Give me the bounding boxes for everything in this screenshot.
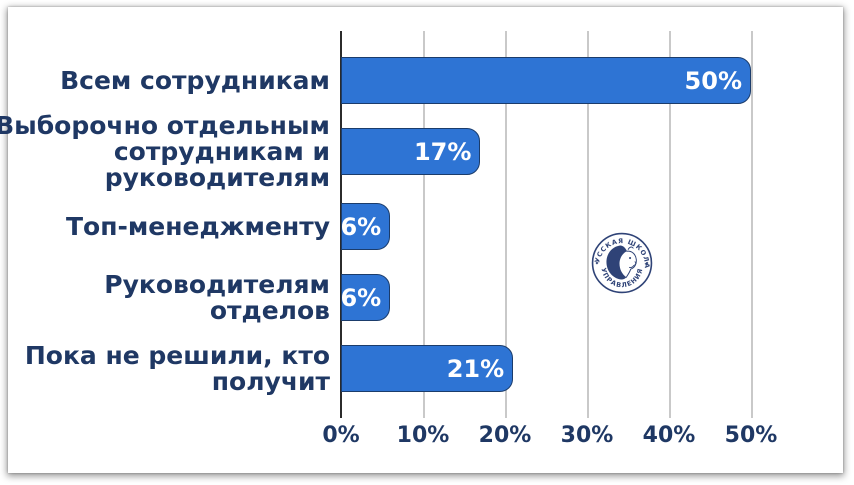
x-tick-label: 0% — [322, 423, 360, 448]
category-label-line: Выборочно отдельным — [0, 110, 330, 140]
category-label: Руководителям отделов — [104, 269, 330, 325]
chart-card: Всем сотрудникам 50% Выборочно отдельным со… — [0, 7, 843, 473]
gridline — [751, 31, 753, 418]
category-label-line: сотрудникам и — [113, 136, 330, 166]
x-tick-label: 40% — [642, 423, 696, 448]
bar: 21% — [341, 345, 514, 392]
bar-value-label: 21% — [446, 354, 505, 383]
category-label: Топ-менеджменту — [65, 211, 330, 241]
category-label-line: получит — [211, 366, 330, 396]
gridline — [423, 31, 425, 418]
category-label-line: Руководителям — [104, 269, 330, 299]
x-tick-label: 10% — [396, 423, 450, 448]
seal-outer-ring — [591, 232, 653, 294]
gridline — [669, 31, 671, 418]
x-tick-label: 30% — [560, 423, 614, 448]
gridline — [505, 31, 507, 418]
category-label: Выборочно отдельным сотрудникам и руководи… — [0, 110, 330, 192]
bar: 50% — [341, 57, 751, 104]
category-label-line: Топ-менеджменту — [65, 211, 330, 241]
bar: 6% — [340, 274, 391, 321]
x-tick-label: 50% — [724, 423, 778, 448]
category-label: Пока не решили, кто получит — [24, 340, 330, 396]
bar: 17% — [341, 128, 481, 175]
bar: 6% — [340, 203, 391, 250]
category-label-line: Всем сотрудникам — [60, 65, 330, 95]
bar-value-label: 17% — [413, 137, 472, 166]
category-label-line: Пока не решили, кто — [24, 340, 330, 370]
rshu-seal-watermark-icon: РУССКАЯ ШКОЛА УПРАВЛЕНИЯ — [591, 232, 653, 294]
lion-head-icon — [606, 245, 637, 280]
category-label-line: отделов — [209, 295, 330, 325]
x-tick-label: 20% — [478, 423, 532, 448]
gridline — [587, 31, 589, 418]
bar-value-label: 6% — [340, 212, 382, 241]
category-label-line: руководителям — [104, 162, 330, 192]
category-label: Всем сотрудникам — [60, 65, 330, 95]
bar-value-label: 6% — [340, 283, 382, 312]
bar-value-label: 50% — [684, 66, 742, 95]
